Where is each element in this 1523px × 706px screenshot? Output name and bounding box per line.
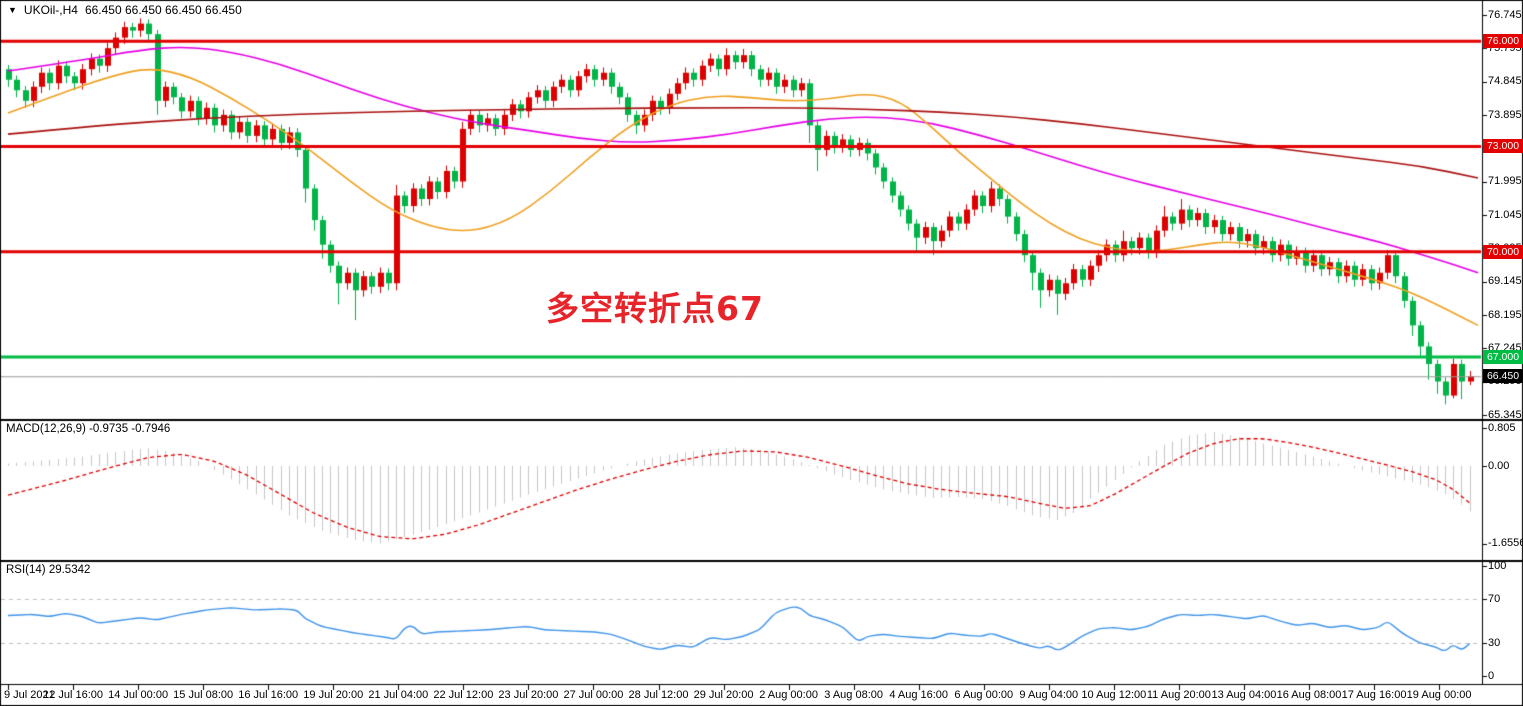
price-tick-label: 68.195 xyxy=(1488,308,1522,321)
macd-tick-label: -1.6556 xyxy=(1488,537,1523,550)
price-tick-label: 65.345 xyxy=(1488,408,1522,421)
time-axis-label: 14 Jul 00:00 xyxy=(108,689,169,701)
rsi-tick-label: 30 xyxy=(1488,636,1501,649)
rsi-indicator-label: RSI(14) 29.5342 xyxy=(6,564,91,576)
time-axis-label: 16 Jul 16:00 xyxy=(238,689,299,701)
rsi-tick-label: 0 xyxy=(1488,669,1495,682)
time-axis-label: 19 Aug 00:00 xyxy=(1406,689,1472,701)
time-axis-label: 3 Aug 08:00 xyxy=(824,689,884,701)
symbol-dropdown-icon[interactable]: ▼ xyxy=(8,5,17,15)
time-axis-label: 9 Jul 2021 xyxy=(4,689,55,701)
time-axis-label: 17 Aug 16:00 xyxy=(1341,689,1407,701)
time-axis-label: 29 Jul 20:00 xyxy=(693,689,754,701)
time-axis-label: 15 Jul 08:00 xyxy=(173,689,234,701)
time-axis-label: 16 Aug 08:00 xyxy=(1276,689,1342,701)
chart-title-bar: ▼ UKOil-,H4 66.450 66.450 66.450 66.450 xyxy=(8,3,242,17)
price-tag-67.000: 67.000 xyxy=(1483,349,1523,364)
time-axis-label: 21 Jul 04:00 xyxy=(368,689,429,701)
time-axis-label: 4 Aug 16:00 xyxy=(889,689,949,701)
rsi-tick-label: 70 xyxy=(1488,592,1501,605)
time-axis-label: 23 Jul 20:00 xyxy=(498,689,559,701)
current-price-tag: 66.450 xyxy=(1483,369,1523,384)
price-tag-73.000: 73.000 xyxy=(1483,139,1523,154)
macd-tick-label: 0.805 xyxy=(1488,421,1516,434)
time-axis-label: 9 Aug 04:00 xyxy=(1019,689,1079,701)
price-tick-label: 71.045 xyxy=(1488,208,1522,221)
symbol-period-label: UKOil-,H4 xyxy=(23,3,78,17)
time-axis-label: 10 Aug 12:00 xyxy=(1081,689,1147,701)
time-axis-label: 22 Jul 12:00 xyxy=(433,689,494,701)
time-axis-label: 28 Jul 12:00 xyxy=(628,689,689,701)
time-axis-label: 2 Aug 00:00 xyxy=(759,689,818,701)
time-axis-label: 13 Aug 04:00 xyxy=(1211,689,1277,701)
ohlc-quotes: 66.450 66.450 66.450 66.450 xyxy=(84,3,242,17)
annotation-text: 多空转折点67 xyxy=(546,289,764,328)
price-tag-70.000: 70.000 xyxy=(1483,244,1523,259)
time-axis-label: 6 Aug 00:00 xyxy=(954,689,1014,701)
macd-tick-label: 0.00 xyxy=(1488,459,1510,472)
time-axis-label: 27 Jul 00:00 xyxy=(563,689,624,701)
price-tick-label: 74.845 xyxy=(1488,75,1522,88)
time-axis-label: 11 Aug 20:00 xyxy=(1146,689,1211,701)
price-tick-label: 69.145 xyxy=(1488,275,1522,288)
price-tag-76.000: 76.000 xyxy=(1483,34,1523,49)
time-axis-label: 12 Jul 16:00 xyxy=(43,689,104,701)
price-tick-label: 71.995 xyxy=(1488,175,1522,188)
price-tick-label: 76.745 xyxy=(1488,8,1522,21)
rsi-tick-label: 100 xyxy=(1488,559,1507,572)
price-tick-label: 73.895 xyxy=(1488,108,1522,121)
time-axis-label: 19 Jul 20:00 xyxy=(303,689,364,701)
macd-indicator-label: MACD(12,26,9) -0.9735 -0.7946 xyxy=(6,423,171,435)
